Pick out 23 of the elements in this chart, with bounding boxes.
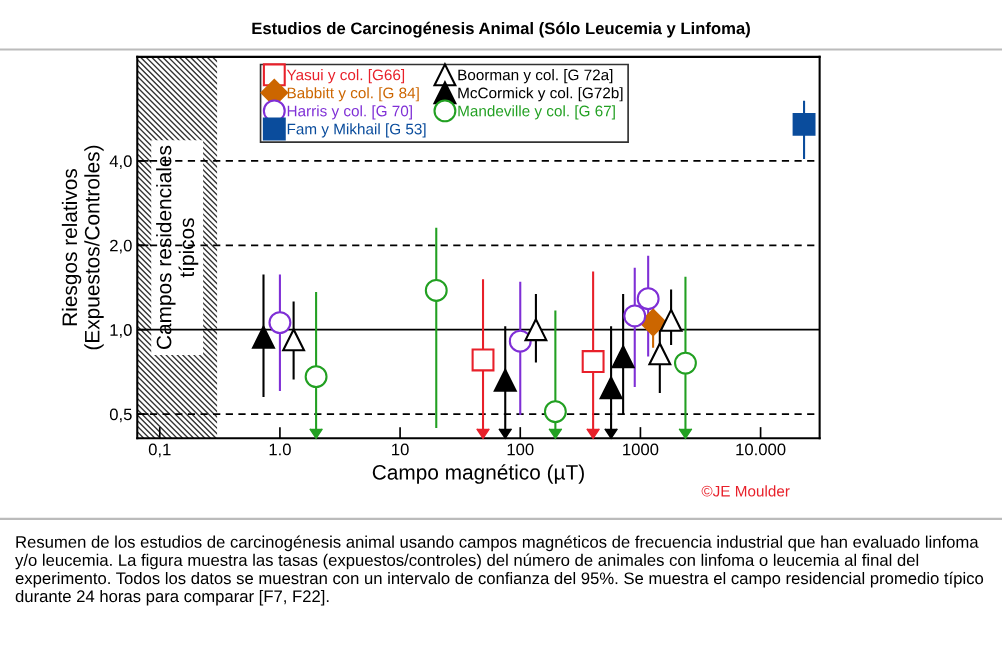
legend-label: McCormick y col. [G72b] bbox=[458, 87, 623, 102]
y-axis-title: Riesgos relativos (Expuestos/Controles) bbox=[61, 145, 104, 350]
y-tick-label: 1,0 bbox=[110, 324, 132, 338]
chart-title: Estudios de Carcinogénesis Animal (Sólo Leucemia y Linfoma) bbox=[252, 21, 750, 38]
x-tick-label: 10 bbox=[392, 443, 409, 456]
x-tick-label: 1000 bbox=[623, 443, 659, 456]
text: Resumen de los estudios de carcinogénesis animal usando campos magnéticos de frecuencia industrial que han evaluado linfoma y/o leucemia. La figura muestra las tasas (expuestos/controles) del número de animales con linfoma o leucemia al final del experimento. Todos los datos se muestran con un intervalo de confianza del 95%. Se muestra el campo residencial promedio típico durante 24 horas para comparar [F7, F22]. bbox=[15, 535, 984, 606]
band-label: Campos residenciales típicos bbox=[156, 145, 199, 349]
legend-label: Yasui y col. [G66] bbox=[286, 69, 405, 84]
x-tick-label: 10.000 bbox=[736, 443, 786, 456]
legend-label: Fam y Mikhail [G 53] bbox=[287, 123, 426, 138]
x-tick-label: 100 bbox=[507, 443, 534, 456]
legend-label: Babbitt y col. [G 84] bbox=[287, 87, 419, 102]
y-tick-label: 4,0 bbox=[109, 155, 132, 170]
y-tick-label: 0,5 bbox=[109, 408, 132, 423]
legend-label: Mandeville y col. [G 67] bbox=[458, 105, 615, 120]
x-tick-label: 0,1 bbox=[148, 443, 171, 458]
x-axis-title: Campo magnético (µT) bbox=[372, 464, 584, 484]
text: ©JE Moulder bbox=[701, 485, 790, 497]
x-tick-label: 1.0 bbox=[269, 443, 291, 456]
y-tick-label: 2,0 bbox=[110, 239, 132, 254]
legend-label: Boorman y col. [G 72a] bbox=[458, 69, 613, 84]
legend-label: Harris y col. [G 70] bbox=[287, 105, 412, 120]
